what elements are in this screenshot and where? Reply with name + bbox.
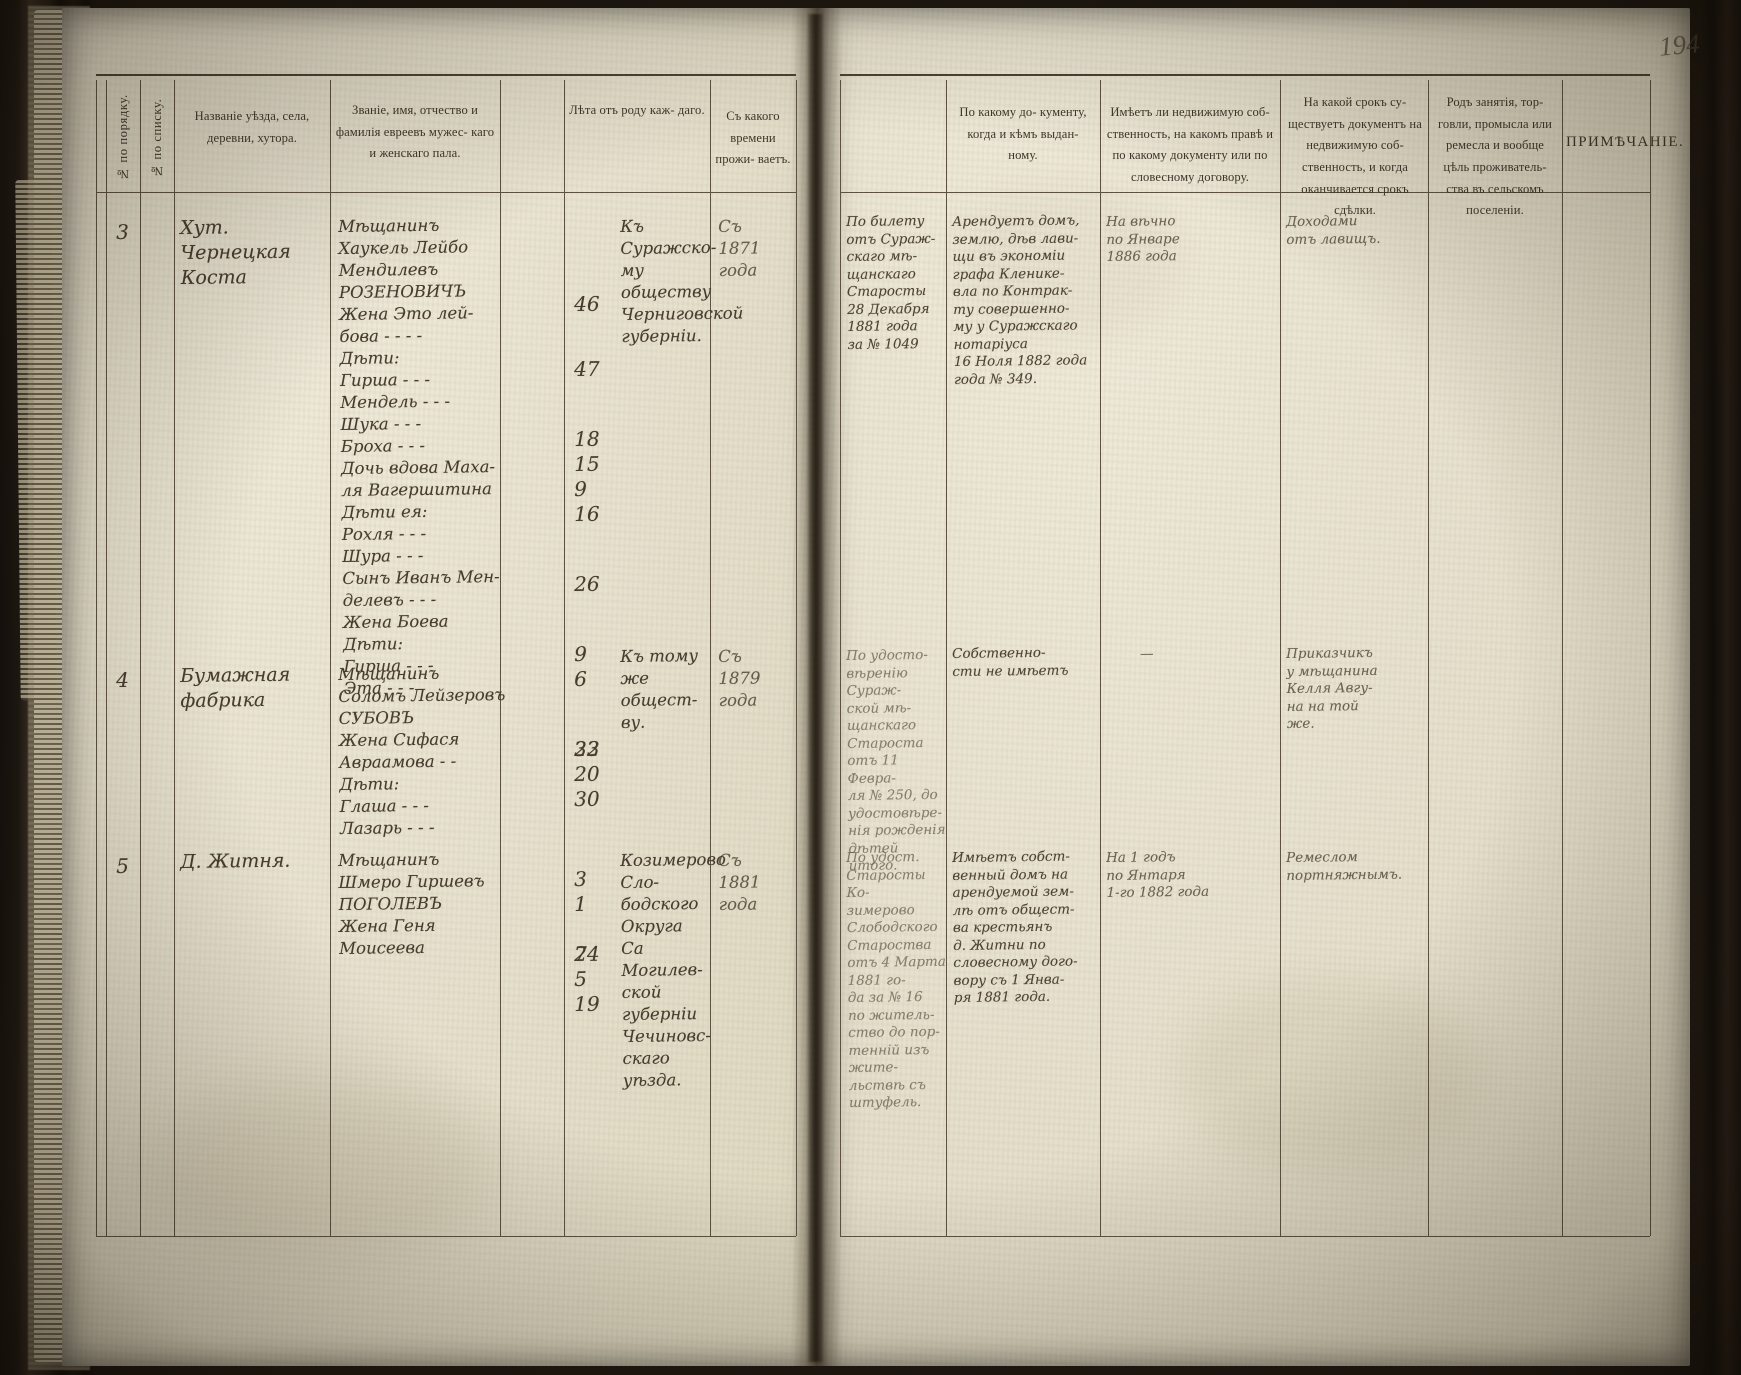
row-5-place: Д. Житня. [180,849,291,873]
table-bottom-rule-right [840,1236,1650,1238]
age-value: 16 [574,501,600,526]
header-place: Названіе уѣзда, села, деревни, хутора. [194,109,310,145]
row-4-occupation: Приказчикъ у мѣщанина Келля Авгу- на на … [1286,644,1378,732]
age-value: 5 [574,966,588,991]
book-gutter-shadow [808,14,823,1362]
header-term: На какой срокъ су- ществуетъ документъ н… [1288,95,1422,218]
age-value: 18 [574,426,600,451]
row-4-place: Бумажная фабрика [180,663,291,712]
age-value: 9 [574,476,588,501]
header-since: Съ какого времени прожи- ваетъ. [715,109,791,167]
header-bottom-rule-left [96,192,796,194]
row-3-property: Арендуетъ домъ, землю, дѣв лави- щи въ э… [952,212,1088,388]
col-rule-r0 [840,80,842,1236]
header-age: Лѣта отъ роду каж- даго. [569,103,705,117]
table-left-half: № по порядку. № по списку. Названіе уѣзд… [96,74,798,1238]
col-rule-age [564,80,566,1236]
age-value: 6 [574,666,588,691]
row-5-society: Козимерово Сло- бодского Округа Са Могил… [620,849,727,1090]
age-value: 47 [574,356,600,381]
header-property: Имѣетъ ли недвижимую соб- ственность, на… [1106,105,1274,184]
row-5-names: Мѣщанинъ Шмеро Гиршевъ ПОГОЛЕВЪ Жена Ген… [338,849,485,958]
table-top-rule-left [96,74,796,77]
row-3-no-order: 3 [116,219,130,244]
row-4-document: По удосто- вѣренію Сураж- ской мѣ- щанск… [846,647,946,874]
header-names: Званіе, имя, отчество и фамилія евреевъ … [335,103,495,161]
header-occupation: Родъ занятія, тор- говли, промысла или р… [1437,95,1553,218]
row-5-since: Съ 1881 года [718,850,761,914]
row-4-names: Мѣщанинъ Соломъ Лейзеровъ СУБОВЪ Жена Си… [338,663,506,838]
row-3-place: Хут. Чернецкая Коста [180,216,291,289]
age-value: 19 [574,991,600,1016]
row-4-property: Собственно- сти не имѣетъ [952,644,1069,680]
col-rule-no-order [140,80,142,1236]
header-no-list: № по списку. [150,98,165,178]
age-value: 26 [574,571,600,596]
age-value: 24 [574,941,600,966]
page-edge-stack-loose [15,179,57,701]
table-bottom-rule-left [96,1236,796,1238]
row-4-since: Съ 1879 года [718,646,761,710]
row-3-names: Мѣщанинъ Хаукель Лейбо Мендилевъ РОЗЕНОВ… [338,215,500,698]
age-value: 9 [574,641,588,666]
col-rule-since [796,80,798,1236]
col-rule-property [1280,80,1282,1236]
col-rule-occupation [1562,80,1564,1236]
col-rule-l0 [96,80,98,1236]
row-5-occupation: Ремеслом портняжнымъ. [1286,849,1403,884]
folio-number: 194 [1657,28,1701,62]
table-top-rule-right [840,74,1650,77]
age-value: 20 [574,761,600,786]
row-3-term: На вѣчно по Январе 1886 года [1106,213,1180,265]
age-value: 3 [574,866,588,891]
row-4-term: — [1140,645,1154,662]
row-3-since: Съ 1871 года [718,216,761,280]
col-rule-note [1650,80,1652,1236]
age-value: 15 [574,451,600,476]
row-5-term: На 1 годъ по Янтаря 1-го 1882 года [1106,849,1210,901]
row-4-no-order: 4 [116,667,130,692]
age-value: 46 [574,291,600,316]
header-note: ПРИМѢЧАНIE. [1566,134,1685,150]
row-3-document: По билету отъ Сураж- скаго мѣ- щанскаго … [846,213,936,353]
row-5-document: По удост. Старосты Ко- зимерово Слободск… [846,849,946,1111]
row-5-no-order: 5 [116,853,130,878]
age-value: 1 [574,891,588,916]
table-right-half: По какому до- кументу, когда и кѣмъ выда… [840,74,1685,1238]
col-rule-l0b [106,80,108,1236]
row-5-property: Имѣетъ собст- венный домъ на арендуемой … [952,848,1078,1006]
age-value: 30 [574,786,600,811]
row-3-society: Къ Суражско- му обществу Черниговской гу… [620,216,744,346]
col-rule-term [1428,80,1430,1236]
row-3-occupation: Доходами отъ лавищъ. [1286,213,1381,248]
header-document: По какому до- кументу, когда и кѣмъ выда… [959,105,1087,163]
col-rule-no-list [174,80,176,1236]
age-value: 32 [574,736,600,761]
row-4-society: Къ тому же общест- ву. [620,646,699,732]
header-no-order: № по порядку. [116,94,131,182]
